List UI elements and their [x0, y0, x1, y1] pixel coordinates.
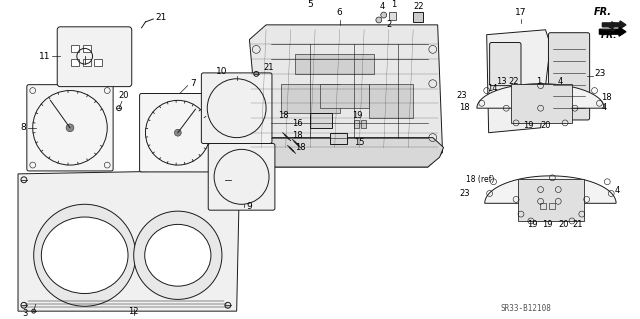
Bar: [549, 203, 556, 209]
Text: SR33-B12108: SR33-B12108: [500, 304, 551, 313]
Text: 4: 4: [557, 77, 563, 86]
Bar: [320, 84, 369, 108]
Text: 2: 2: [386, 20, 391, 29]
Polygon shape: [250, 25, 442, 167]
Text: 23: 23: [456, 92, 467, 100]
Polygon shape: [477, 84, 604, 108]
Bar: [330, 133, 348, 145]
Circle shape: [376, 17, 382, 23]
Circle shape: [34, 204, 136, 306]
Text: 9: 9: [246, 202, 252, 211]
Text: 16: 16: [292, 119, 302, 128]
Bar: [413, 12, 423, 22]
FancyBboxPatch shape: [140, 93, 216, 172]
Circle shape: [134, 211, 222, 300]
Bar: [71, 45, 79, 52]
FancyBboxPatch shape: [208, 144, 275, 210]
Bar: [296, 54, 374, 74]
Bar: [518, 179, 584, 221]
Text: FR.: FR.: [593, 7, 611, 17]
Polygon shape: [486, 30, 550, 133]
Text: 11: 11: [39, 52, 51, 61]
Bar: [355, 120, 359, 128]
Text: 20: 20: [558, 220, 568, 229]
Circle shape: [66, 124, 74, 132]
Bar: [83, 45, 91, 52]
Text: 1: 1: [536, 77, 541, 86]
Text: 10: 10: [216, 67, 228, 76]
Bar: [388, 12, 396, 20]
FancyBboxPatch shape: [202, 73, 272, 144]
Text: 18: 18: [460, 103, 470, 112]
Bar: [71, 59, 79, 66]
Bar: [369, 84, 413, 118]
Text: 19: 19: [542, 220, 553, 229]
Bar: [95, 59, 102, 66]
Polygon shape: [484, 176, 616, 203]
Bar: [281, 84, 340, 113]
Text: 20: 20: [540, 121, 551, 130]
Text: 14: 14: [487, 84, 498, 93]
Text: 21: 21: [156, 12, 166, 21]
Circle shape: [381, 12, 387, 18]
FancyArrow shape: [602, 21, 626, 29]
Text: 19: 19: [524, 121, 534, 130]
Text: 13: 13: [496, 77, 507, 86]
Text: 15: 15: [355, 138, 365, 147]
FancyBboxPatch shape: [27, 85, 113, 171]
Text: 18: 18: [278, 111, 289, 120]
Circle shape: [175, 129, 181, 136]
Text: 22: 22: [508, 77, 518, 86]
Text: 20: 20: [118, 92, 129, 100]
Bar: [540, 203, 545, 209]
Bar: [310, 113, 332, 128]
Text: 5: 5: [307, 0, 313, 9]
Text: 19: 19: [527, 220, 538, 229]
Text: 21: 21: [263, 63, 274, 72]
Text: 4: 4: [602, 103, 607, 112]
FancyBboxPatch shape: [490, 42, 521, 85]
Text: FR.: FR.: [600, 31, 617, 40]
Text: 21: 21: [573, 220, 583, 229]
Text: 23: 23: [460, 189, 470, 198]
Text: 22: 22: [414, 2, 424, 11]
Bar: [511, 84, 572, 123]
Bar: [361, 120, 366, 128]
Text: 4: 4: [614, 187, 620, 196]
FancyBboxPatch shape: [57, 27, 132, 87]
Bar: [83, 59, 91, 66]
Text: 18: 18: [295, 143, 306, 152]
Text: 18: 18: [602, 93, 612, 102]
Ellipse shape: [145, 224, 211, 286]
Text: 19: 19: [352, 111, 362, 120]
Text: 17: 17: [515, 8, 527, 17]
Text: 8: 8: [20, 123, 26, 132]
Text: 18 (ref): 18 (ref): [466, 175, 494, 184]
Text: 12: 12: [129, 307, 139, 316]
Text: 6: 6: [337, 8, 342, 17]
Polygon shape: [250, 137, 444, 167]
Polygon shape: [18, 170, 239, 311]
Text: 4: 4: [379, 2, 385, 11]
FancyArrow shape: [600, 27, 626, 36]
Text: 1: 1: [391, 0, 396, 9]
FancyBboxPatch shape: [548, 33, 589, 120]
Text: 7: 7: [191, 79, 196, 88]
Text: 23: 23: [595, 69, 606, 78]
Ellipse shape: [42, 217, 128, 293]
Text: 18: 18: [292, 130, 303, 140]
Text: 3: 3: [22, 308, 28, 318]
